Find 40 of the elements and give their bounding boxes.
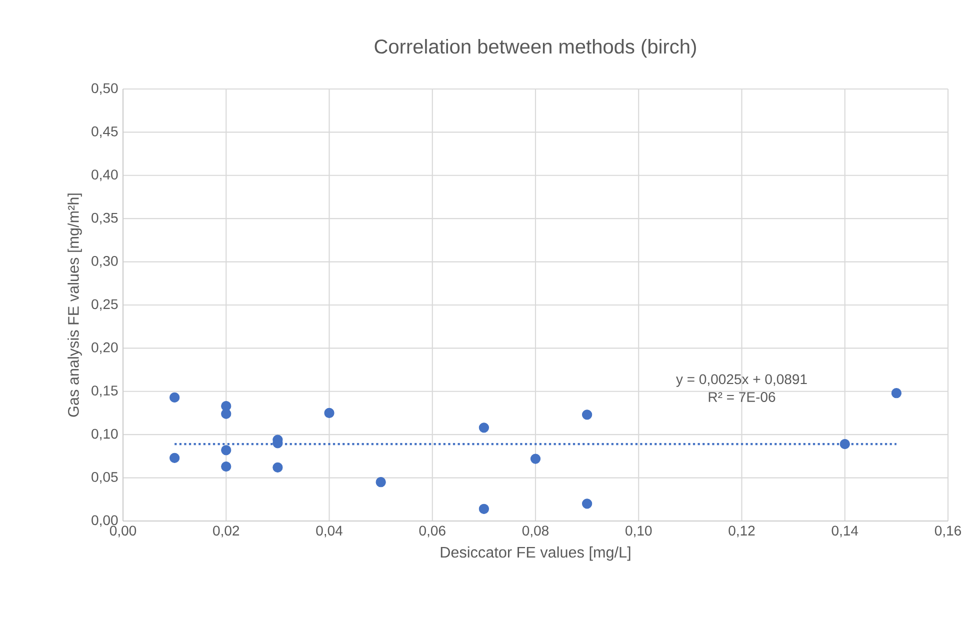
x-tick-label: 0,00 [110,526,136,538]
y-axis-title: Gas analysis FE values [mg/m²h] [68,194,82,417]
y-tick-label: 0,35 [92,212,118,224]
point [221,408,232,419]
y-tick-label: 0,45 [92,126,118,138]
point [530,454,541,464]
x-tick-label: 0,14 [832,526,858,538]
point [170,452,180,463]
point [221,461,232,472]
y-tick-label: 0,15 [92,386,118,398]
x-tick-label: 0,16 [934,526,962,538]
y-tick-label: 0,00 [92,515,118,527]
x-axis-title: Desiccator FE values [mg/L] [440,546,630,561]
point [478,422,490,433]
x-tick-label: 0,10 [626,526,652,538]
point [840,439,850,450]
point [582,410,592,420]
point [221,445,232,456]
y-tick-label: 0,20 [92,342,118,354]
annotation: y = 0,0025x + 0,0891 [676,374,807,387]
chart-title: Correlation between methods (birch) [374,38,696,58]
y-tick-label: 0,50 [92,83,118,95]
x-tick-label: 0,02 [213,526,240,538]
point [324,408,334,418]
point [891,388,902,398]
point [170,392,180,403]
x-tick-label: 0,08 [522,526,549,538]
y-tick-label: 0,10 [92,428,118,440]
point [376,477,386,488]
x-tick-label: 0,12 [728,526,755,538]
point [582,498,592,509]
y-tick-label: 0,05 [92,472,118,484]
x-tick-label: 0,04 [316,526,342,538]
y-tick-label: 0,40 [92,170,118,182]
y-tick-label: 0,30 [92,256,118,268]
annotation: R² = 7E-06 [708,392,776,402]
x-tick-label: 0,06 [419,526,446,538]
point [478,504,490,514]
y-tick-label: 0,25 [92,299,118,311]
point [272,462,283,472]
